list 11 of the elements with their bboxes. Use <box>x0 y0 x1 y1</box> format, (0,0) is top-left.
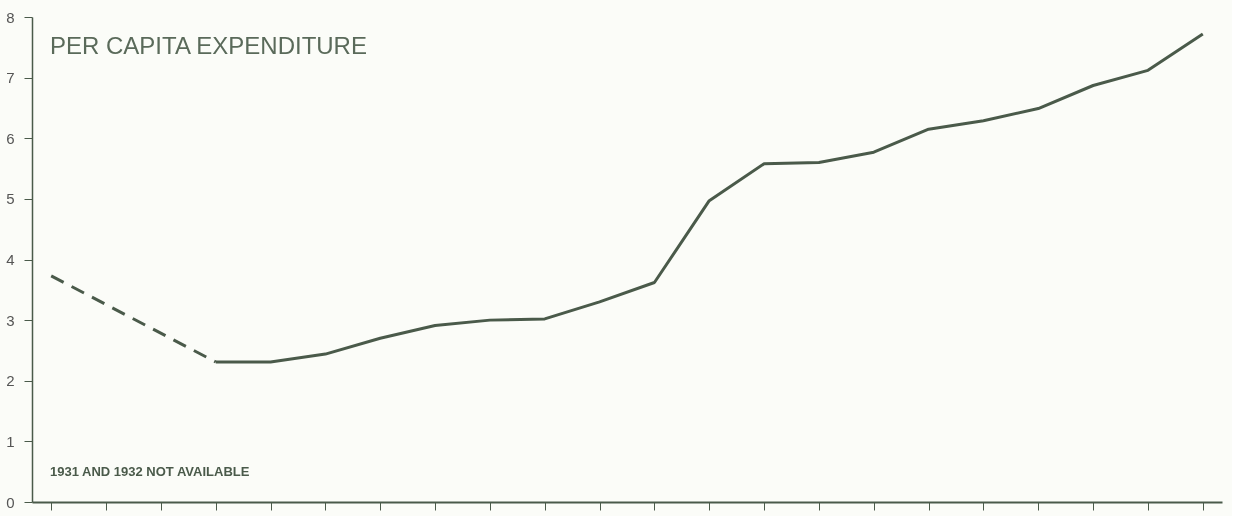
y-tick-label: 5 <box>6 190 15 208</box>
y-tick-label: 8 <box>6 8 15 26</box>
y-tick-label: 0 <box>6 493 15 511</box>
y-tick-label: 6 <box>6 129 15 147</box>
y-tick-label: 2 <box>6 372 15 390</box>
y-tick-label: 3 <box>6 311 15 329</box>
annotation: 1931 AND 1932 NOT AVAILABLE <box>50 464 250 479</box>
y-tick-label: 4 <box>6 251 15 268</box>
text: PER CAPITA EXPENDITURE <box>50 32 367 59</box>
y-tick-label: 1 <box>6 432 15 450</box>
y-tick-label: 7 <box>6 69 15 87</box>
